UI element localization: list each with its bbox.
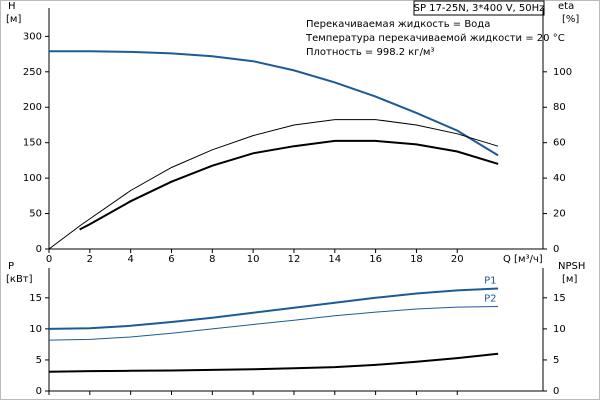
y-label: P [8,261,14,272]
y-tick-label: 0 [36,244,42,255]
annotation: Плотность = 998.2 кг/м³ [306,47,435,58]
series-label: P2 [484,294,496,305]
series-line [79,139,499,231]
y2-tick-label: 10 [553,324,566,335]
y2-label: NPSH [558,261,585,272]
y2-tick-label: 100 [553,67,572,78]
y2-tick-label: 60 [553,138,566,149]
y-label: H [8,1,16,12]
y2-label: eta [558,1,574,12]
y-tick-label: 300 [23,31,42,42]
y2-unit: [м] [562,274,577,285]
x-tick-label: 4 [127,254,133,265]
y2-tick-label: 0 [553,386,559,397]
y-tick-label: 0 [36,386,42,397]
x-tick-label: 12 [288,254,301,265]
series-label: P1 [484,276,496,287]
x-tick-label: 20 [451,254,464,265]
x-tick-label: 6 [168,254,174,265]
y-tick-label: 250 [23,67,42,78]
y2-tick-label: 40 [553,173,566,184]
y2-tick-label: 5 [553,355,559,366]
title: SP 17-25N, 3*400 V, 50Hz [414,3,545,14]
annotation: Температура перекачиваемой жидкости = 20… [305,33,565,44]
series-line [48,119,499,250]
y-tick-label: 100 [23,173,42,184]
series-line [48,287,499,330]
y2-tick-label: 20 [553,209,566,220]
series-line [48,306,499,341]
x-tick-label: 8 [209,254,215,265]
series-line [48,352,499,373]
y-tick-label: 10 [29,324,42,335]
y-tick-label: 50 [29,209,42,220]
series-line [49,50,499,157]
y-tick-label: 15 [29,293,42,304]
x-tick-label: 14 [328,254,341,265]
annotation: Перекачиваемая жидкость = Вода [306,19,490,30]
x-tick-label: 2 [87,254,93,265]
x-tick-label: 16 [369,254,382,265]
y-tick-label: 200 [23,102,42,113]
y2-tick-label: 15 [553,293,566,304]
y-tick-label: 150 [23,138,42,149]
x-tick-label: 0 [46,254,52,265]
x-tick-label: 18 [410,254,423,265]
y-unit: [м] [6,14,21,25]
x-label: Q [м³/ч] [503,254,543,265]
x-tick-label: 10 [247,254,260,265]
title-box [413,0,545,16]
y-tick-label: 5 [36,355,42,366]
y2-unit: [%] [562,14,579,25]
y2-tick-label: 0 [553,244,559,255]
y2-tick-label: 80 [553,102,566,113]
y-unit: [кВт] [6,274,33,285]
